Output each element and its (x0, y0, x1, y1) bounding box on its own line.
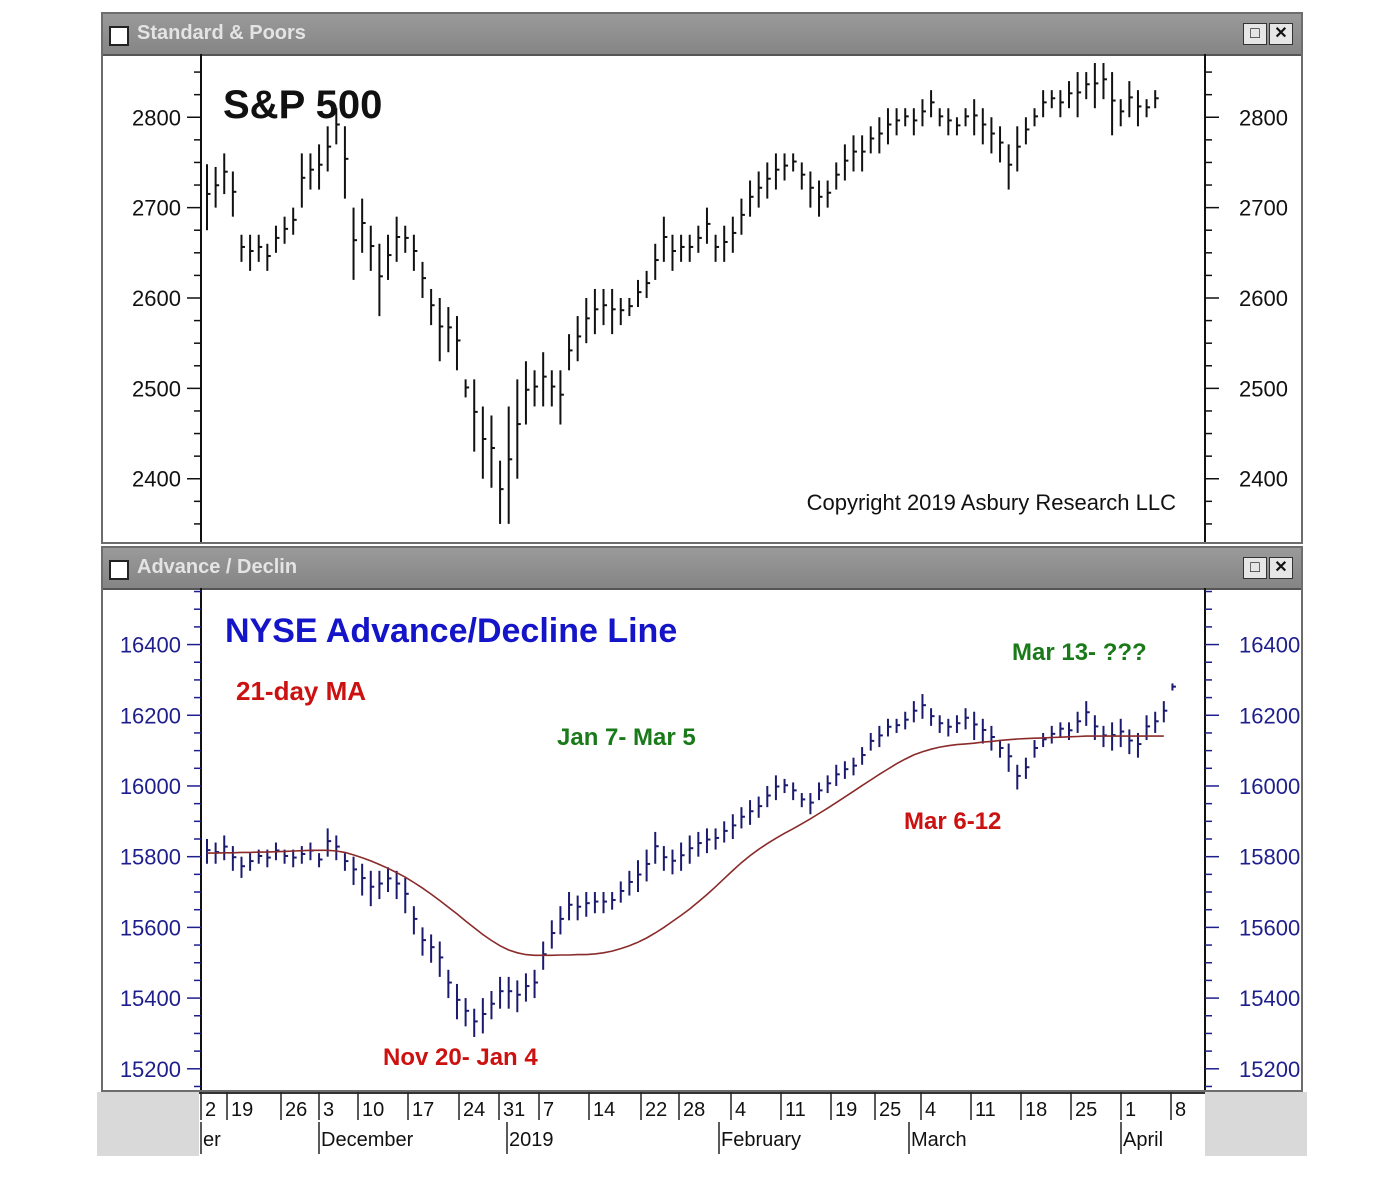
day-label: 4 (925, 1099, 936, 1121)
month-label: er (203, 1129, 221, 1151)
maximize-icon[interactable]: □ (1243, 23, 1267, 45)
y-tick-label-right: 16200 (1239, 703, 1300, 728)
y-tick-label-left: 2500 (132, 376, 181, 401)
day-label: 11 (975, 1099, 996, 1121)
y-tick-label-left: 2600 (132, 286, 181, 311)
y-tick-label-left: 16000 (120, 774, 181, 799)
y-tick-label-right: 2400 (1239, 467, 1288, 492)
y-tick-label-left: 2400 (132, 467, 181, 492)
y-tick-label-right: 16000 (1239, 774, 1300, 799)
day-label: 19 (231, 1099, 253, 1121)
chart-title: S&P 500 (223, 83, 382, 127)
ad-window-title: Advance / Declin (137, 556, 298, 578)
maximize-icon[interactable]: □ (1243, 557, 1267, 579)
sp500-panel: Standard & Poors □ ✕ 2800 2800 2700 2700 260… (101, 12, 1303, 544)
y-tick-label-left: 16400 (120, 633, 181, 658)
day-label: 25 (879, 1099, 901, 1121)
chart-title: NYSE Advance/Decline Line (225, 612, 677, 650)
month-label: December (321, 1129, 414, 1151)
y-tick-label-left: 2800 (132, 105, 181, 130)
day-label: 17 (412, 1099, 434, 1121)
day-label: 4 (735, 1099, 746, 1121)
sp500-titlebar[interactable]: Standard & Poors □ ✕ (103, 14, 1301, 56)
y-tick-label-right: 15800 (1239, 845, 1300, 870)
day-label: 11 (785, 1099, 806, 1121)
day-label: 18 (1025, 1099, 1047, 1121)
day-label: 7 (543, 1099, 554, 1121)
y-tick-label-left: 2700 (132, 196, 181, 221)
day-label: 31 (503, 1099, 525, 1121)
day-label: 22 (645, 1099, 667, 1121)
y-tick-label-right: 2700 (1239, 196, 1288, 221)
date-axis (199, 1092, 1205, 1156)
day-label: 1 (1125, 1099, 1136, 1121)
advance-decline-panel: Advance / Declin □ ✕ 16400 16400 16200 1620… (101, 546, 1303, 1092)
ma-legend: 21-day MA (236, 676, 366, 706)
day-label: 3 (323, 1099, 334, 1121)
day-label: 14 (593, 1099, 615, 1121)
y-tick-label-right: 16400 (1239, 633, 1300, 658)
y-tick-label-left: 16200 (120, 703, 181, 728)
y-tick-label-right: 2600 (1239, 286, 1288, 311)
window-menu-icon[interactable] (109, 26, 129, 46)
y-tick-label-left: 15600 (120, 915, 181, 940)
y-tick-label-right: 2800 (1239, 105, 1288, 130)
day-label: 8 (1175, 1099, 1186, 1121)
copyright-note: Copyright 2019 Asbury Research LLC (807, 490, 1176, 515)
window-menu-icon[interactable] (109, 560, 129, 580)
close-icon[interactable]: ✕ (1269, 23, 1293, 45)
day-label: 10 (362, 1099, 384, 1121)
day-label: 26 (285, 1099, 307, 1121)
ad-chart: 16400 16400 16200 16200 16000 16000 15800 15800… (120, 588, 1300, 1090)
y-tick-label-right: 15200 (1239, 1057, 1300, 1082)
month-label: March (911, 1129, 967, 1151)
close-icon[interactable]: ✕ (1269, 557, 1293, 579)
day-label: 25 (1075, 1099, 1097, 1121)
day-label: 24 (463, 1099, 485, 1121)
annotation-mar6-12: Mar 6-12 (904, 808, 1001, 835)
ad-titlebar[interactable]: Advance / Declin □ ✕ (103, 548, 1301, 590)
day-label: 19 (835, 1099, 857, 1121)
annotation-nov20-jan4: Nov 20- Jan 4 (383, 1044, 538, 1071)
y-tick-label-right: 15400 (1239, 986, 1300, 1011)
y-tick-label-right: 15600 (1239, 915, 1300, 940)
y-tick-label-right: 2500 (1239, 376, 1288, 401)
day-label: 28 (683, 1099, 705, 1121)
y-tick-label-left: 15400 (120, 986, 181, 1011)
y-tick-label-left: 15200 (120, 1057, 181, 1082)
month-label: April (1123, 1129, 1163, 1151)
sp500-window-title: Standard & Poors (137, 22, 306, 44)
y-tick-label-left: 15800 (120, 845, 181, 870)
annotation-mar13: Mar 13- ??? (1012, 639, 1147, 666)
sp500-chart: 2800 2800 2700 2700 2600 2600 2500 2500 2400 2400… (132, 54, 1288, 542)
date-axis-labels: 2 19 26 3 10 17 24 31 7 14 22 28 4 11 19 25 4 11 18 25 1 8er D… (200, 1092, 1186, 1154)
month-label: February (721, 1129, 801, 1151)
annotation-jan7-mar5: Jan 7- Mar 5 (557, 724, 696, 751)
month-label: 2019 (509, 1129, 554, 1151)
moving-average-line (207, 735, 1164, 957)
day-label: 2 (205, 1099, 216, 1121)
